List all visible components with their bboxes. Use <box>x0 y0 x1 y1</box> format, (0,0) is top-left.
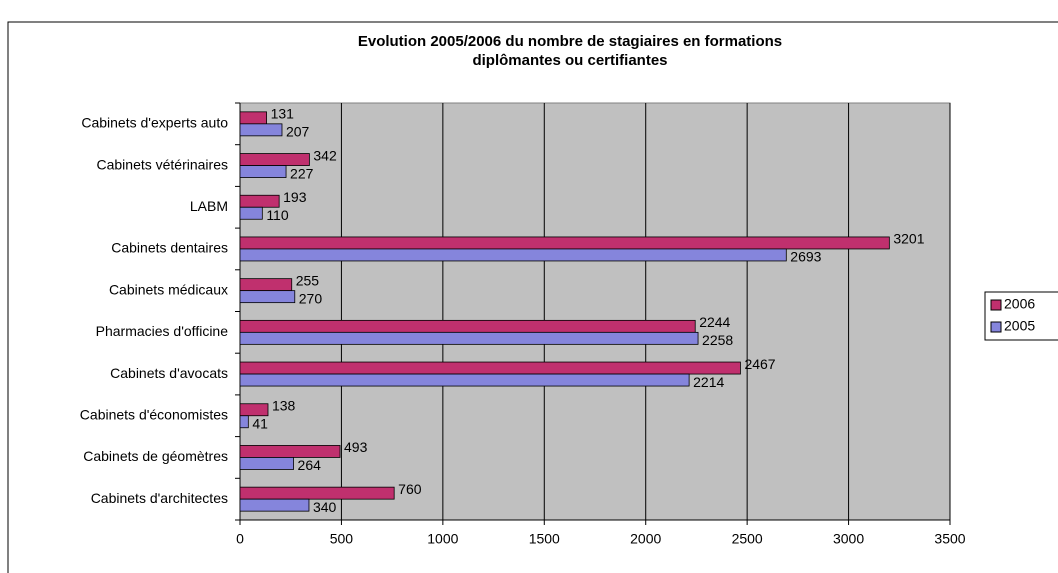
value-label: 493 <box>344 439 368 455</box>
x-tick-label: 500 <box>330 531 354 547</box>
value-label: 193 <box>283 189 307 205</box>
chart-title: diplômantes ou certifiantes <box>472 52 667 69</box>
bar <box>239 373 690 387</box>
y-tick-label: Cabinets d'experts auto <box>81 115 228 131</box>
value-label: 340 <box>313 499 337 515</box>
legend-swatch <box>990 321 1002 333</box>
value-label: 131 <box>271 106 295 122</box>
y-tick-label: Cabinets médicaux <box>109 281 228 297</box>
value-label: 2214 <box>693 374 724 390</box>
bar <box>239 153 310 166</box>
value-label: 2693 <box>790 249 821 265</box>
x-tick-label: 1000 <box>427 531 458 547</box>
x-tick-label: 0 <box>236 531 244 547</box>
legend-swatch <box>990 299 1002 311</box>
value-label: 3201 <box>893 231 924 247</box>
y-tick-label: Pharmacies d'officine <box>96 323 229 339</box>
bar <box>239 498 310 512</box>
bar <box>239 486 395 500</box>
bar <box>239 206 263 220</box>
value-label: 207 <box>286 124 310 140</box>
bar <box>239 457 294 470</box>
bar <box>239 278 293 292</box>
x-tick-label: 1500 <box>529 531 560 547</box>
value-label: 41 <box>252 415 268 431</box>
y-tick-label: Cabinets de géomètres <box>83 448 228 464</box>
value-label: 2244 <box>699 314 730 330</box>
value-label: 270 <box>299 290 323 306</box>
value-label: 110 <box>266 207 289 223</box>
legend-label: 2005 <box>1004 318 1035 334</box>
x-tick-label: 2500 <box>732 531 763 547</box>
y-tick-label: Cabinets vétérinaires <box>96 156 228 172</box>
bar <box>239 361 741 375</box>
chart-title: Evolution 2005/2006 du nombre de stagiai… <box>358 33 782 50</box>
value-label: 342 <box>313 147 337 163</box>
bar <box>239 331 699 345</box>
y-tick-label: Cabinets dentaires <box>111 240 228 256</box>
bar <box>239 165 287 178</box>
x-tick-label: 3500 <box>934 531 965 547</box>
bar <box>239 403 269 417</box>
value-label: 227 <box>290 165 314 181</box>
bar <box>239 415 249 429</box>
bar <box>239 290 296 304</box>
value-label: 264 <box>298 457 322 473</box>
x-tick-label: 3000 <box>833 531 864 547</box>
bar <box>239 248 787 262</box>
legend-label: 2006 <box>1004 296 1035 312</box>
value-label: 255 <box>296 272 320 288</box>
bar <box>239 194 280 208</box>
value-label: 2258 <box>702 332 733 348</box>
bar <box>239 236 890 250</box>
y-tick-label: Cabinets d'architectes <box>91 490 228 506</box>
x-tick-label: 2000 <box>630 531 661 547</box>
value-label: 2467 <box>744 356 775 372</box>
bar <box>239 445 341 458</box>
value-label: 138 <box>272 397 296 413</box>
value-label: 760 <box>398 481 422 497</box>
y-tick-label: LABM <box>190 198 228 214</box>
bar <box>239 111 267 125</box>
bar <box>239 319 696 333</box>
plot-area <box>239 102 951 521</box>
y-tick-label: Cabinets d'avocats <box>110 365 228 381</box>
y-tick-label: Cabinets d'économistes <box>80 406 228 422</box>
bar <box>239 123 283 137</box>
